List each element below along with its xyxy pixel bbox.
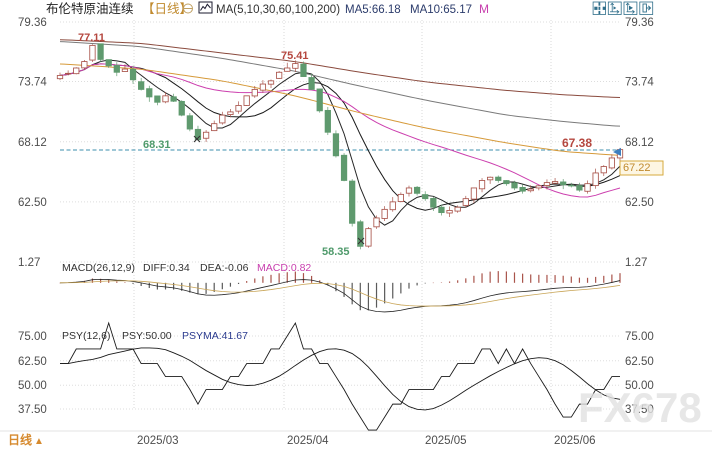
svg-text:PSY(12,6): PSY(12,6) (62, 330, 110, 342)
svg-text:75.00: 75.00 (18, 331, 47, 343)
svg-text:MACD:0.82: MACD:0.82 (257, 262, 311, 274)
svg-text:73.74: 73.74 (18, 77, 47, 89)
svg-text:50.00: 50.00 (18, 380, 47, 392)
svg-text:FX678: FX678 (578, 384, 702, 431)
svg-text:77.11: 77.11 (78, 32, 105, 44)
svg-text:M: M (479, 2, 489, 16)
svg-text:MACD(26,12,9): MACD(26,12,9) (62, 262, 135, 274)
svg-text:布伦特原油连续: 布伦特原油连续 (46, 1, 134, 16)
svg-text:68.31: 68.31 (143, 139, 171, 151)
svg-text:73.74: 73.74 (625, 77, 654, 89)
svg-text:75.00: 75.00 (625, 331, 654, 343)
svg-text:2025/05: 2025/05 (425, 435, 467, 447)
svg-text:62.50: 62.50 (625, 197, 654, 209)
svg-text:62.50: 62.50 (18, 356, 47, 368)
svg-text:62.50: 62.50 (18, 197, 47, 209)
svg-text:68.12: 68.12 (18, 137, 47, 149)
svg-text:75.41: 75.41 (281, 50, 309, 62)
svg-text:67.22: 67.22 (623, 162, 651, 174)
svg-text:2025/03: 2025/03 (137, 435, 179, 447)
svg-text:MA10:65.17: MA10:65.17 (410, 4, 472, 16)
svg-text:62.50: 62.50 (625, 356, 654, 368)
svg-text:PSYMA:41.67: PSYMA:41.67 (182, 330, 248, 342)
svg-text:68.12: 68.12 (625, 137, 654, 149)
svg-text:DIFF:0.34: DIFF:0.34 (143, 262, 190, 274)
svg-text:79.36: 79.36 (18, 17, 47, 29)
svg-text:▲: ▲ (34, 436, 44, 447)
svg-text:DEA:-0.06: DEA:-0.06 (200, 262, 249, 274)
svg-text:日线: 日线 (8, 432, 32, 447)
svg-text:58.35: 58.35 (322, 246, 350, 258)
svg-text:37.50: 37.50 (18, 404, 47, 416)
svg-text:2025/04: 2025/04 (287, 435, 329, 447)
svg-text:79.36: 79.36 (625, 17, 654, 29)
svg-text:1.27: 1.27 (625, 257, 647, 269)
svg-text:PSY:50.00: PSY:50.00 (122, 330, 172, 342)
svg-text:2025/06: 2025/06 (554, 435, 596, 447)
svg-text:MA5:66.18: MA5:66.18 (345, 4, 401, 16)
svg-text:MA(5,10,30,60,100,200): MA(5,10,30,60,100,200) (216, 4, 340, 16)
svg-text:1.27: 1.27 (18, 257, 40, 269)
svg-text:67.38: 67.38 (562, 136, 592, 150)
